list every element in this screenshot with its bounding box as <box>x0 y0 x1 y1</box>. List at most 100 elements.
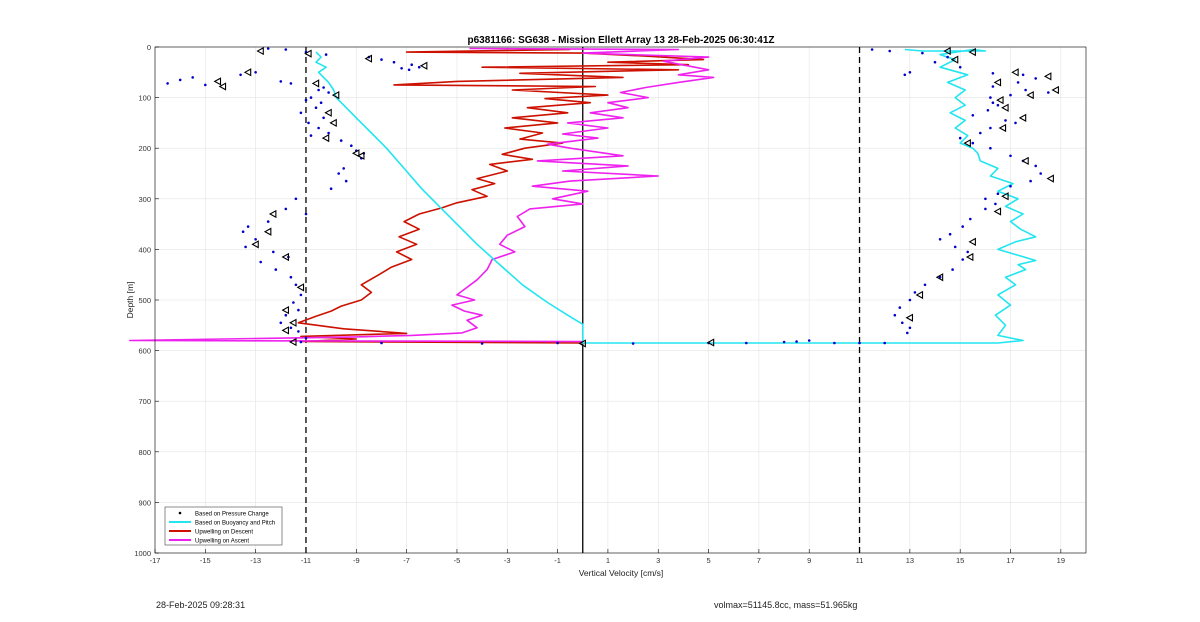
y-tick-label: 200 <box>138 144 151 153</box>
pressure-change-point <box>901 321 904 325</box>
legend-box <box>164 506 283 546</box>
y-tick-label: 800 <box>138 448 151 457</box>
triangle-marker <box>950 55 959 64</box>
y-tick-label: 1000 <box>134 549 151 558</box>
pressure-change-point <box>400 67 403 70</box>
pressure-change-point <box>1024 88 1027 92</box>
legend-label: Upwelling on Descent <box>195 530 253 536</box>
triangle-marker <box>968 47 976 57</box>
pressure-change-point <box>1009 184 1012 188</box>
pressure-change-point <box>322 116 325 120</box>
triangle-marker <box>324 108 332 117</box>
footer-timestamp: 28-Feb-2025 09:28:31 <box>156 600 246 610</box>
pressure-change-point <box>259 260 263 264</box>
x-tick-label: 15 <box>956 556 964 565</box>
pressure-change-point <box>274 268 278 271</box>
x-tick-label: -11 <box>301 556 311 565</box>
legend-label: Based on Pressure Change <box>195 512 269 518</box>
pressure-change-point <box>989 96 992 99</box>
chart-title: p6381166: SG638 - Mission Ellett Array 1… <box>467 35 774 46</box>
pressure-change-point <box>299 111 303 115</box>
triangle-marker <box>993 78 1002 87</box>
triangle-marker <box>356 151 365 160</box>
triangle-marker <box>905 313 914 322</box>
pressure-change-point <box>870 48 874 51</box>
pressure-change-point <box>979 131 982 135</box>
pressure-change-point <box>191 76 194 79</box>
pressure-change-point <box>317 88 320 92</box>
footer-vehicle-info: volmax=51145.8cc, mass=51.965kg <box>714 600 858 610</box>
legend-label: Based on Buoyancy and Pitch <box>195 521 275 527</box>
pressure-change-point <box>961 225 964 228</box>
pressure-change-point <box>1004 119 1007 122</box>
triangle-marker <box>419 61 428 70</box>
triangle-marker <box>329 118 337 128</box>
pressure-change-point <box>745 341 748 345</box>
pressure-change-point <box>883 341 886 345</box>
grid-lines <box>154 46 1086 554</box>
y-tick-label: 900 <box>138 498 151 507</box>
triangle-marker <box>281 252 289 262</box>
x-tick-label: -15 <box>200 556 211 565</box>
pressure-change-point <box>961 258 964 261</box>
pressure-change-point <box>304 98 308 102</box>
pressure-change-point <box>304 212 308 216</box>
pressure-change-point <box>908 298 912 302</box>
triangle-marker <box>965 252 974 262</box>
x-tick-label: -7 <box>403 556 410 565</box>
pressure-change-point <box>297 308 300 312</box>
pressure-change-point <box>314 106 318 109</box>
pressure-change-point <box>958 65 962 69</box>
pressure-change-point <box>991 85 995 88</box>
triangle-marker <box>311 79 320 88</box>
pressure-change-point <box>984 207 987 211</box>
pressure-change-point <box>337 172 341 175</box>
triangle-marker <box>1026 90 1034 100</box>
pressure-change-point <box>966 250 969 254</box>
pressure-change-point <box>241 230 245 233</box>
pressure-change-point <box>1029 179 1032 183</box>
series-line <box>297 48 705 344</box>
pressure-change-point <box>953 245 957 249</box>
triangle-marker <box>1001 103 1009 112</box>
pressure-change-point <box>1009 93 1012 97</box>
pressure-change-point <box>289 275 293 279</box>
y-tick-label: 400 <box>138 245 151 254</box>
triangle-marker <box>304 49 312 58</box>
pressure-change-point <box>329 187 333 190</box>
pressure-change-point <box>317 126 320 130</box>
pressure-change-point <box>480 342 484 345</box>
triangle-marker <box>1021 156 1029 165</box>
pressure-change-point <box>908 71 912 74</box>
pressure-change-point <box>913 291 917 294</box>
pressure-change-point <box>299 340 303 344</box>
triangle-marker <box>1018 113 1027 122</box>
pressure-change-point <box>284 48 288 51</box>
triangle-marker <box>578 339 586 348</box>
pressure-change-point <box>417 65 421 69</box>
pressure-change-point <box>309 96 313 99</box>
pressure-change-point <box>933 60 937 64</box>
pressure-change-point <box>631 342 635 345</box>
pressure-change-point <box>996 192 1000 195</box>
pressure-change-point <box>946 55 949 59</box>
data-series <box>129 46 1059 348</box>
y-axis-label: Depth [m] <box>125 282 135 319</box>
pressure-change-point <box>239 73 242 77</box>
pressure-change-point <box>339 139 343 142</box>
pressure-change-point <box>1009 154 1012 158</box>
pressure-change-point <box>951 268 954 271</box>
pressure-change-point <box>996 103 1000 107</box>
pressure-change-point <box>327 131 330 135</box>
y-tick-label: 600 <box>138 347 151 356</box>
pressure-change-point <box>923 283 927 287</box>
pressure-change-point <box>807 339 811 342</box>
pressure-change-point <box>938 238 942 241</box>
pressure-change-point <box>299 293 303 297</box>
pressure-change-point <box>246 225 250 228</box>
pressure-change-point <box>204 83 207 87</box>
x-tick-label: 3 <box>656 556 660 565</box>
x-tick-label: -1 <box>554 556 561 565</box>
pressure-change-point <box>294 283 298 287</box>
